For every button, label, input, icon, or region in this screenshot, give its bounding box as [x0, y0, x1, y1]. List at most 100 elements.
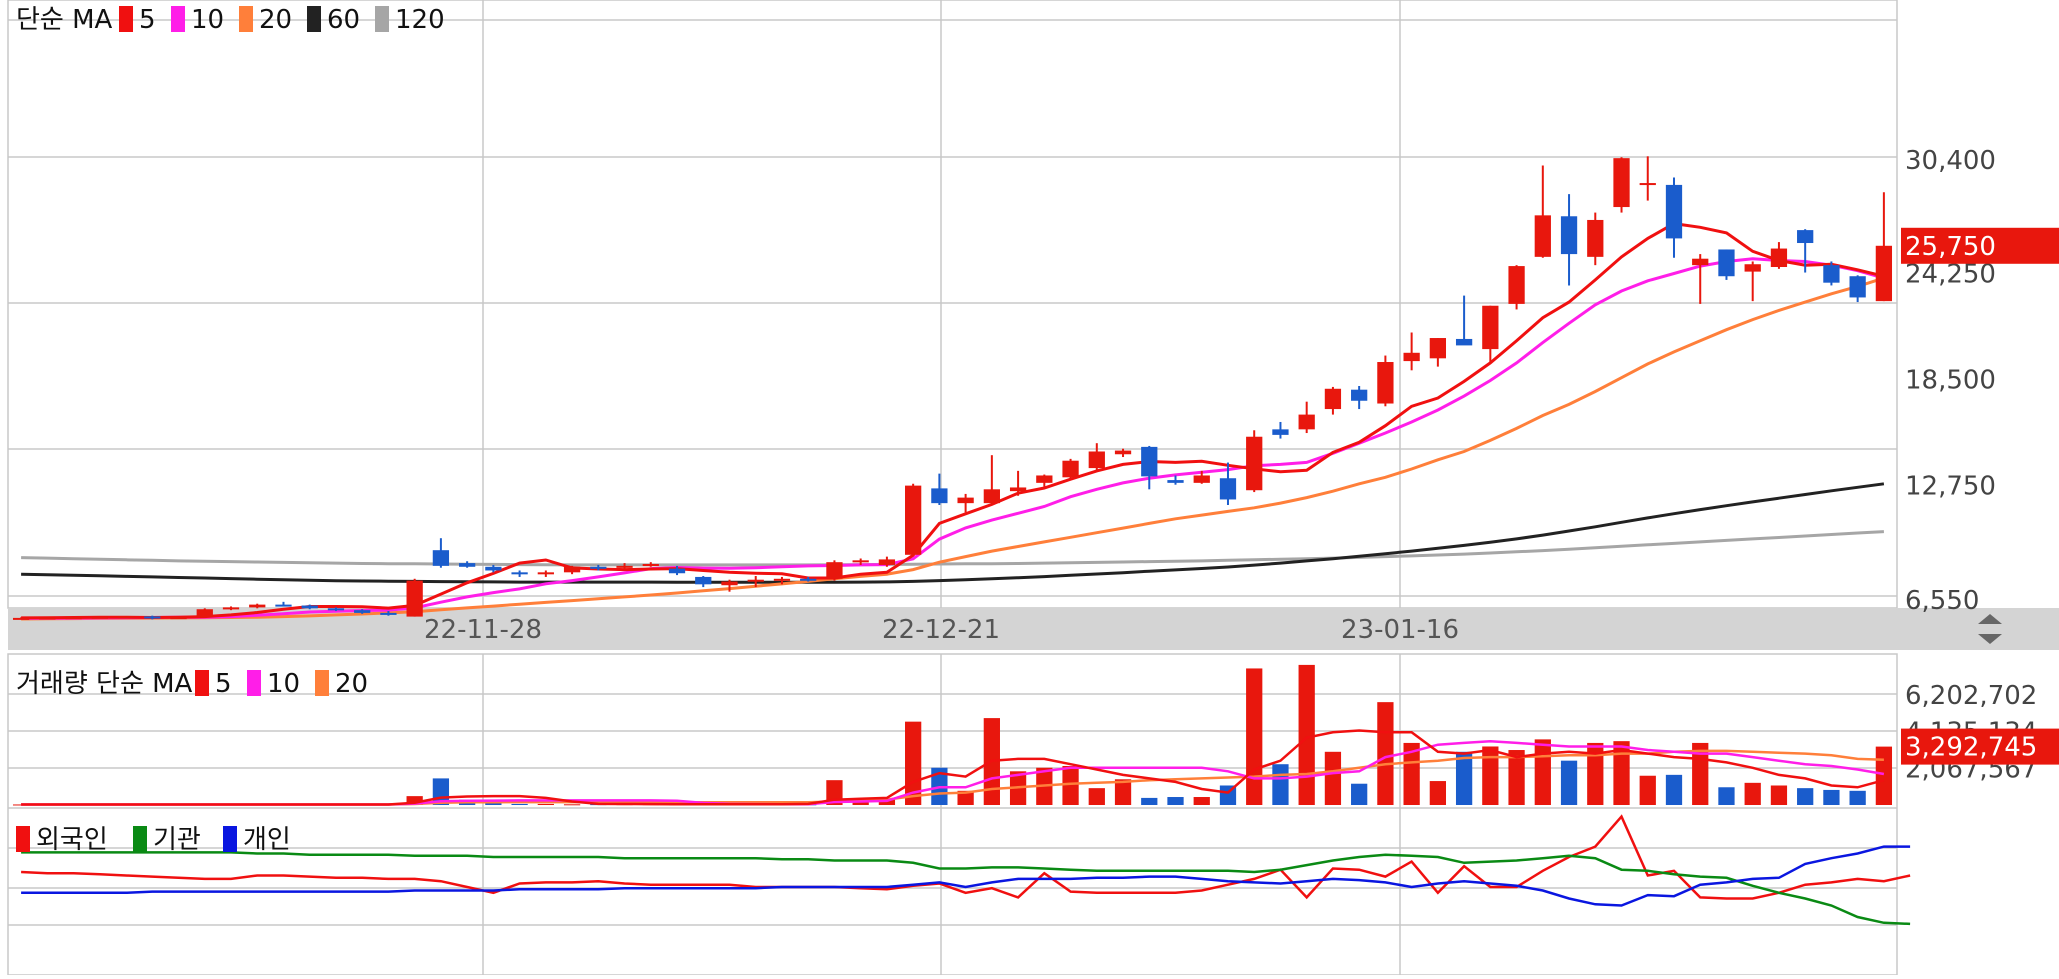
volume-bar: [852, 800, 869, 805]
candle-body: [537, 572, 554, 575]
volume-bar: [1482, 746, 1499, 805]
investor-legend-swatch: [133, 826, 147, 852]
price-tick-label: 24,250: [1905, 259, 1996, 289]
candle-body: [1692, 258, 1709, 266]
candle-body: [1062, 460, 1079, 478]
candle-body: [406, 580, 423, 617]
candle-body: [1429, 338, 1447, 359]
candle-body: [1823, 265, 1840, 283]
volume-bar: [1272, 764, 1289, 805]
candle-body: [1587, 219, 1604, 257]
volume-legend-swatch: [315, 670, 329, 696]
candle-body: [1875, 245, 1893, 302]
candle-body: [301, 605, 318, 609]
candle-body: [275, 604, 292, 607]
candle-body: [1351, 389, 1368, 401]
price-legend-swatch: [171, 6, 185, 32]
candle-body: [1246, 436, 1263, 491]
candle-body: [1324, 388, 1342, 410]
volume-bar: [1823, 789, 1840, 805]
price-legend-swatch: [307, 6, 321, 32]
volume-bar: [1167, 797, 1184, 805]
splitter-band: [1897, 608, 2059, 650]
volume-bar: [537, 803, 554, 805]
volume-bar: [1114, 779, 1132, 805]
date-tick-label: 22-11-28: [424, 615, 542, 645]
grid: [7, 0, 2059, 976]
volume-bar: [1193, 797, 1210, 805]
individual-line: [21, 845, 1911, 907]
price-legend-title: 단순 MA: [16, 5, 113, 35]
candle-body: [458, 563, 476, 567]
candle-body: [249, 604, 266, 608]
candle-body: [354, 610, 371, 613]
candle-body: [1088, 451, 1105, 469]
price-legend-swatch: [119, 6, 133, 32]
candle-body: [800, 578, 817, 581]
volume-bar: [1062, 765, 1079, 805]
candle-body: [1849, 276, 1866, 298]
candle-body: [983, 489, 1000, 504]
candle-body: [380, 612, 397, 615]
candle-body: [1639, 183, 1656, 186]
candle-body: [878, 559, 896, 565]
candle-body: [170, 617, 187, 620]
candle-body: [1770, 248, 1788, 268]
volume-bar: [1455, 751, 1473, 805]
volume-ma-lines: [21, 729, 1885, 806]
candle-body: [616, 565, 633, 568]
candle-body: [1377, 362, 1394, 404]
volume-bar: [485, 802, 502, 805]
legends: 단순 MA 5 10 20 60 120 거래량 단순 MA 5 10 20 외국인 기관 개인: [16, 5, 445, 855]
candle-body: [511, 572, 528, 575]
price-legend-item-label: 20: [259, 5, 292, 35]
last-volume-badge: [1901, 728, 2059, 765]
candle-body: [222, 607, 240, 610]
price-legend-item-label: 120: [395, 5, 445, 35]
volume-tick-label: 6,202,702: [1905, 681, 2037, 711]
candle-body: [1560, 216, 1578, 255]
candle-body: [1455, 338, 1473, 346]
volume-bar: [1508, 750, 1525, 805]
volume-bar: [1613, 741, 1630, 805]
volume-bar: [957, 790, 974, 805]
volume-bar: [1377, 702, 1394, 805]
candle-body: [668, 568, 686, 574]
axis-labels: 30,400 24,250 18,500 12,750 6,550 25,750 6,202…: [424, 146, 2059, 784]
volume-bar: [406, 796, 423, 805]
price-legend-item-label: 5: [139, 5, 156, 35]
candle-body: [1508, 266, 1525, 304]
volume-bar: [1665, 774, 1683, 805]
volume-bar: [1429, 781, 1447, 805]
last-price-badge: [1901, 227, 2059, 264]
investor-legend-swatch: [223, 826, 237, 852]
volume-bar: [1403, 742, 1420, 805]
investor-lines: [21, 814, 1911, 926]
volume-bar: [1324, 751, 1342, 805]
candle-body: [65, 617, 82, 620]
price-legend-swatch: [375, 6, 389, 32]
volume-bar: [563, 804, 581, 806]
volume-bar: [1587, 742, 1604, 805]
price-legend-item-label: 10: [191, 5, 224, 35]
volume-bar: [1718, 787, 1735, 805]
volume-bar: [1639, 775, 1656, 805]
volume-bar: [1875, 746, 1893, 805]
investor-legend-swatch: [16, 826, 30, 852]
candle-body: [1403, 352, 1420, 362]
date-tick-label: 23-01-16: [1341, 615, 1459, 645]
candle-body: [642, 564, 659, 567]
candle-body: [1193, 475, 1210, 483]
candle-body: [905, 485, 922, 555]
price-tick-label: 6,550: [1905, 586, 1979, 616]
candle-body: [747, 579, 764, 582]
candle-body: [117, 616, 135, 619]
candle-body: [1665, 184, 1683, 239]
candle-body: [1797, 230, 1814, 244]
candle-body: [1141, 446, 1158, 477]
candle-body: [485, 566, 502, 571]
candle-body: [931, 488, 948, 504]
institution-line: [21, 851, 1911, 926]
candle-body: [432, 550, 450, 566]
